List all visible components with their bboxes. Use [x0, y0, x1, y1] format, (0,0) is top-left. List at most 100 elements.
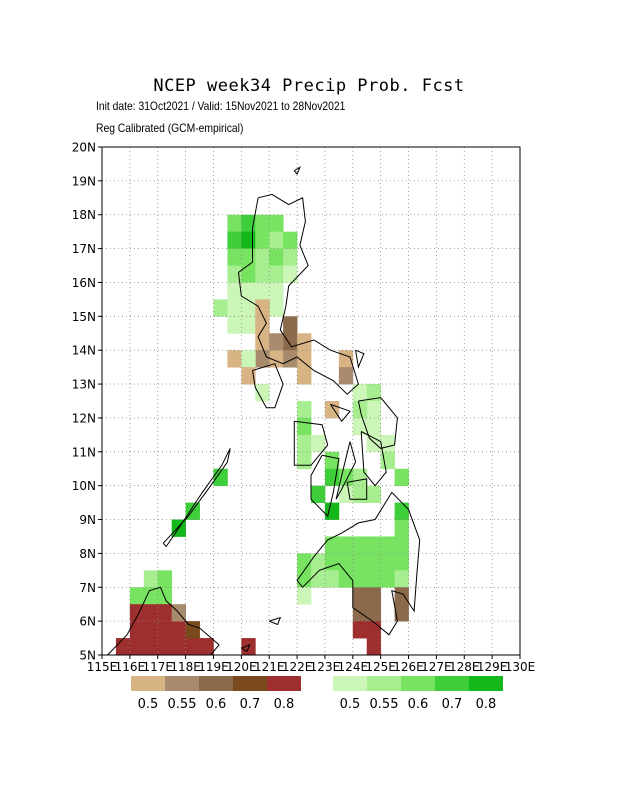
wet-cell [394, 570, 409, 588]
wet-cell [255, 265, 270, 283]
dry-cell [185, 638, 200, 655]
dry-cell [297, 350, 312, 368]
wet-cell [311, 570, 326, 588]
y-tick-label: 5N [79, 649, 96, 663]
wet-cell [269, 282, 284, 300]
wet-cell [227, 299, 242, 317]
dry-cell [352, 587, 368, 605]
x-tick-label: 128E [449, 660, 480, 674]
dry-cell [157, 621, 173, 639]
wet-cell [324, 553, 340, 571]
y-tick-label: 8N [79, 547, 96, 561]
y-tick-label: 12N [72, 411, 96, 425]
wet-cell [366, 570, 382, 588]
dry-cell [171, 621, 186, 639]
wet-cell [269, 299, 284, 317]
wet-cell [297, 451, 312, 470]
dry-legend-swatch [233, 676, 267, 691]
y-tick-label: 19N [72, 174, 96, 188]
wet-legend-label: 0.8 [476, 697, 497, 712]
wet-cell [297, 401, 312, 419]
wet-cell [394, 519, 409, 537]
dry-cell [324, 401, 340, 419]
wet-cell [241, 316, 256, 334]
wet-cell [269, 248, 284, 266]
wet-cell [394, 536, 409, 554]
x-tick-label: 116E [115, 660, 146, 674]
coastline-segment [162, 448, 231, 548]
wet-cell [283, 265, 298, 283]
wet-cell [283, 248, 298, 266]
grid-lines [102, 147, 520, 655]
wet-cell [324, 468, 340, 487]
wet-cell [366, 417, 382, 436]
dry-cell [297, 367, 312, 385]
wet-cell [352, 553, 368, 571]
x-tick-label: 123E [310, 660, 341, 674]
probability-cells [115, 214, 409, 655]
wet-legend-swatch [469, 676, 503, 691]
wet-cell [297, 417, 312, 436]
wet-cell [352, 485, 368, 503]
wet-cell [157, 570, 173, 588]
x-tick-label: 125E [365, 660, 396, 674]
coastline-segment [296, 491, 421, 636]
dry-cell [185, 621, 200, 639]
dry-cell [283, 350, 298, 368]
map-title: NCEP week34 Precip Prob. Fcst [153, 76, 465, 96]
dry-cell [394, 587, 409, 605]
wet-cell [352, 570, 368, 588]
wet-legend-swatch [333, 676, 367, 691]
y-tick-label: 17N [72, 242, 96, 256]
dry-cell [115, 638, 131, 655]
wet-cell [241, 350, 256, 368]
y-axis-ticks: 5N 6N 7N 8N 9N 10N 11N 12N 13N 14N 15N 16N 17N 18N 19N… [72, 141, 102, 663]
wet-cell [380, 570, 395, 588]
dry-legend-swatch [267, 676, 301, 691]
dry-cell [269, 333, 284, 351]
dry-legend-label: 0.6 [206, 697, 227, 712]
coastline-segment [335, 441, 357, 500]
wet-cell [269, 214, 284, 233]
wet-cell [255, 248, 270, 266]
wet-cell [255, 214, 270, 233]
wet-cell [143, 570, 159, 588]
wet-cell [241, 265, 256, 283]
dry-cell [366, 621, 382, 639]
wet-cell [227, 231, 242, 249]
wet-legend-swatch [401, 676, 435, 691]
y-tick-label: 11N [72, 445, 96, 459]
wet-cell [129, 587, 145, 605]
dry-cell [143, 621, 159, 639]
dry-cell [255, 350, 270, 368]
dry-cell [297, 333, 312, 351]
wet-cell [380, 536, 395, 554]
dry-cell [143, 604, 159, 622]
y-tick-label: 16N [72, 276, 96, 290]
dry-cell [129, 638, 145, 655]
dry-legend-label: 0.5 [138, 697, 159, 712]
wet-cell [366, 401, 382, 419]
dry-cell [227, 350, 242, 368]
wet-cell [366, 485, 382, 503]
wet-cell [311, 553, 326, 571]
dry-legend-swatch [199, 676, 233, 691]
wet-cell [352, 384, 368, 402]
coastline-segment [107, 586, 220, 655]
map-frame [101, 146, 521, 656]
wet-legend-swatch [435, 676, 469, 691]
dry-cell [255, 316, 270, 334]
wet-cell [255, 231, 270, 249]
y-tick-label: 6N [79, 615, 96, 629]
wet-cell [394, 502, 409, 520]
wet-cell [227, 248, 242, 266]
dry-legend: 0.5 0.55 0.6 0.7 0.8 [131, 676, 301, 712]
dry-cell [269, 350, 284, 368]
wet-cell [338, 485, 354, 503]
wet-cell [338, 553, 354, 571]
wet-cell [352, 468, 368, 487]
dry-cell [283, 333, 298, 351]
dry-cell [338, 367, 354, 385]
wet-cell [366, 553, 382, 571]
dry-legend-label: 0.55 [168, 697, 197, 712]
